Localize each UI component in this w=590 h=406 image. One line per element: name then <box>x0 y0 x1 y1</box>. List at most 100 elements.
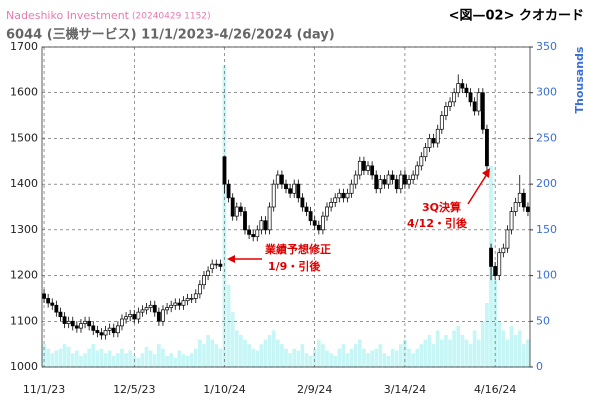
candle-body <box>517 192 522 203</box>
volume-bar <box>370 350 374 367</box>
x-tick-label: 11/1/23 <box>23 383 65 396</box>
candle-body <box>333 197 338 203</box>
candle-body <box>214 263 219 266</box>
volume-bar <box>415 348 420 367</box>
candle-body <box>144 307 149 311</box>
figure-label: <図—02> クオカード <box>449 9 584 24</box>
candle-body <box>526 206 530 212</box>
candle-body <box>189 298 194 300</box>
candle-body <box>87 320 92 327</box>
candle-body <box>259 220 264 231</box>
candle-body <box>202 275 206 286</box>
volume-bar <box>136 357 141 367</box>
volume-bar <box>407 348 411 367</box>
candle-body <box>107 327 112 331</box>
x-tick-label: 2/9/24 <box>297 383 332 396</box>
volume-bar <box>70 353 75 367</box>
volume-bar <box>198 339 202 367</box>
volume-bar <box>312 348 317 367</box>
timestamp: (20240429 1152) <box>132 12 211 22</box>
x-tick-label: 4/16/24 <box>474 383 516 396</box>
candle-body <box>480 92 485 130</box>
candle-body <box>288 188 293 194</box>
volume-bar <box>95 350 100 367</box>
volume-bar <box>210 339 215 367</box>
volume-bar <box>526 339 530 367</box>
candle-body <box>111 327 116 334</box>
volume-bar <box>218 348 223 367</box>
volume-bar <box>460 335 465 367</box>
arrow <box>467 173 488 205</box>
volume-bar <box>79 356 83 367</box>
candle-body <box>132 314 137 320</box>
volume-bar <box>152 354 157 367</box>
candle-body <box>120 318 124 327</box>
volume-bar <box>439 339 444 367</box>
candle-body <box>243 211 247 231</box>
candle-body <box>136 311 141 320</box>
candle-body <box>341 192 346 199</box>
y-tick-label: 1000 <box>10 360 38 373</box>
candle-body <box>267 206 272 231</box>
volume-bar <box>66 346 71 367</box>
volume-bar <box>468 344 473 367</box>
candle-body <box>468 92 473 103</box>
candle-body <box>374 174 379 190</box>
volume-bar <box>300 344 305 367</box>
volume-bar <box>419 344 424 367</box>
volume-bar <box>91 344 96 367</box>
candle-body <box>411 174 416 180</box>
y-tick-label: 1600 <box>10 86 38 99</box>
volume-bar <box>382 353 387 367</box>
volume-bar <box>431 344 436 367</box>
volume-bar <box>435 330 440 367</box>
y-tick-label: 1100 <box>10 314 38 327</box>
volume-bar <box>177 350 182 367</box>
volume-bar <box>189 353 194 367</box>
volume-bar <box>50 353 55 367</box>
volume-bar <box>316 339 321 367</box>
volume-bar <box>124 353 128 367</box>
candle-body <box>349 183 354 194</box>
candle-body <box>251 234 256 238</box>
candle-body <box>91 325 96 331</box>
candle-body <box>275 174 280 185</box>
candle-body <box>320 215 325 231</box>
y-tick-label: 1500 <box>10 131 38 144</box>
volume-bar <box>165 356 169 367</box>
volume-bar <box>423 339 428 367</box>
y-tick-label: 1400 <box>10 177 38 190</box>
volume-bar <box>202 344 206 367</box>
candle-body <box>485 128 489 167</box>
candle-body <box>218 263 223 267</box>
candle-body <box>173 302 178 306</box>
candle-body <box>296 183 301 199</box>
volume-bar <box>259 344 264 367</box>
candle-body <box>255 229 260 238</box>
volume-bar <box>456 325 461 367</box>
candle-body <box>124 316 128 320</box>
volume-bar <box>148 350 153 367</box>
volume-bar <box>251 348 256 367</box>
volume-bar <box>378 344 383 367</box>
candle-body <box>263 220 268 231</box>
candle-body <box>148 304 153 308</box>
volume-bar <box>509 325 514 367</box>
candle-body <box>394 179 399 190</box>
volume-bar <box>329 353 333 367</box>
volume-bar <box>386 356 391 367</box>
candle-body <box>382 179 387 185</box>
candle-body <box>472 101 477 112</box>
volume-bar <box>398 344 403 367</box>
volume-bar <box>357 339 362 367</box>
volume-bar <box>292 348 297 367</box>
candle-body <box>415 165 420 176</box>
candle-body <box>513 202 518 212</box>
volume-bar <box>513 335 518 367</box>
candle-body <box>493 266 498 276</box>
volume-bar <box>103 353 108 367</box>
candle-body <box>62 316 67 324</box>
candle-body <box>521 192 526 208</box>
candle-body <box>476 92 481 112</box>
volume-bar <box>325 350 329 367</box>
